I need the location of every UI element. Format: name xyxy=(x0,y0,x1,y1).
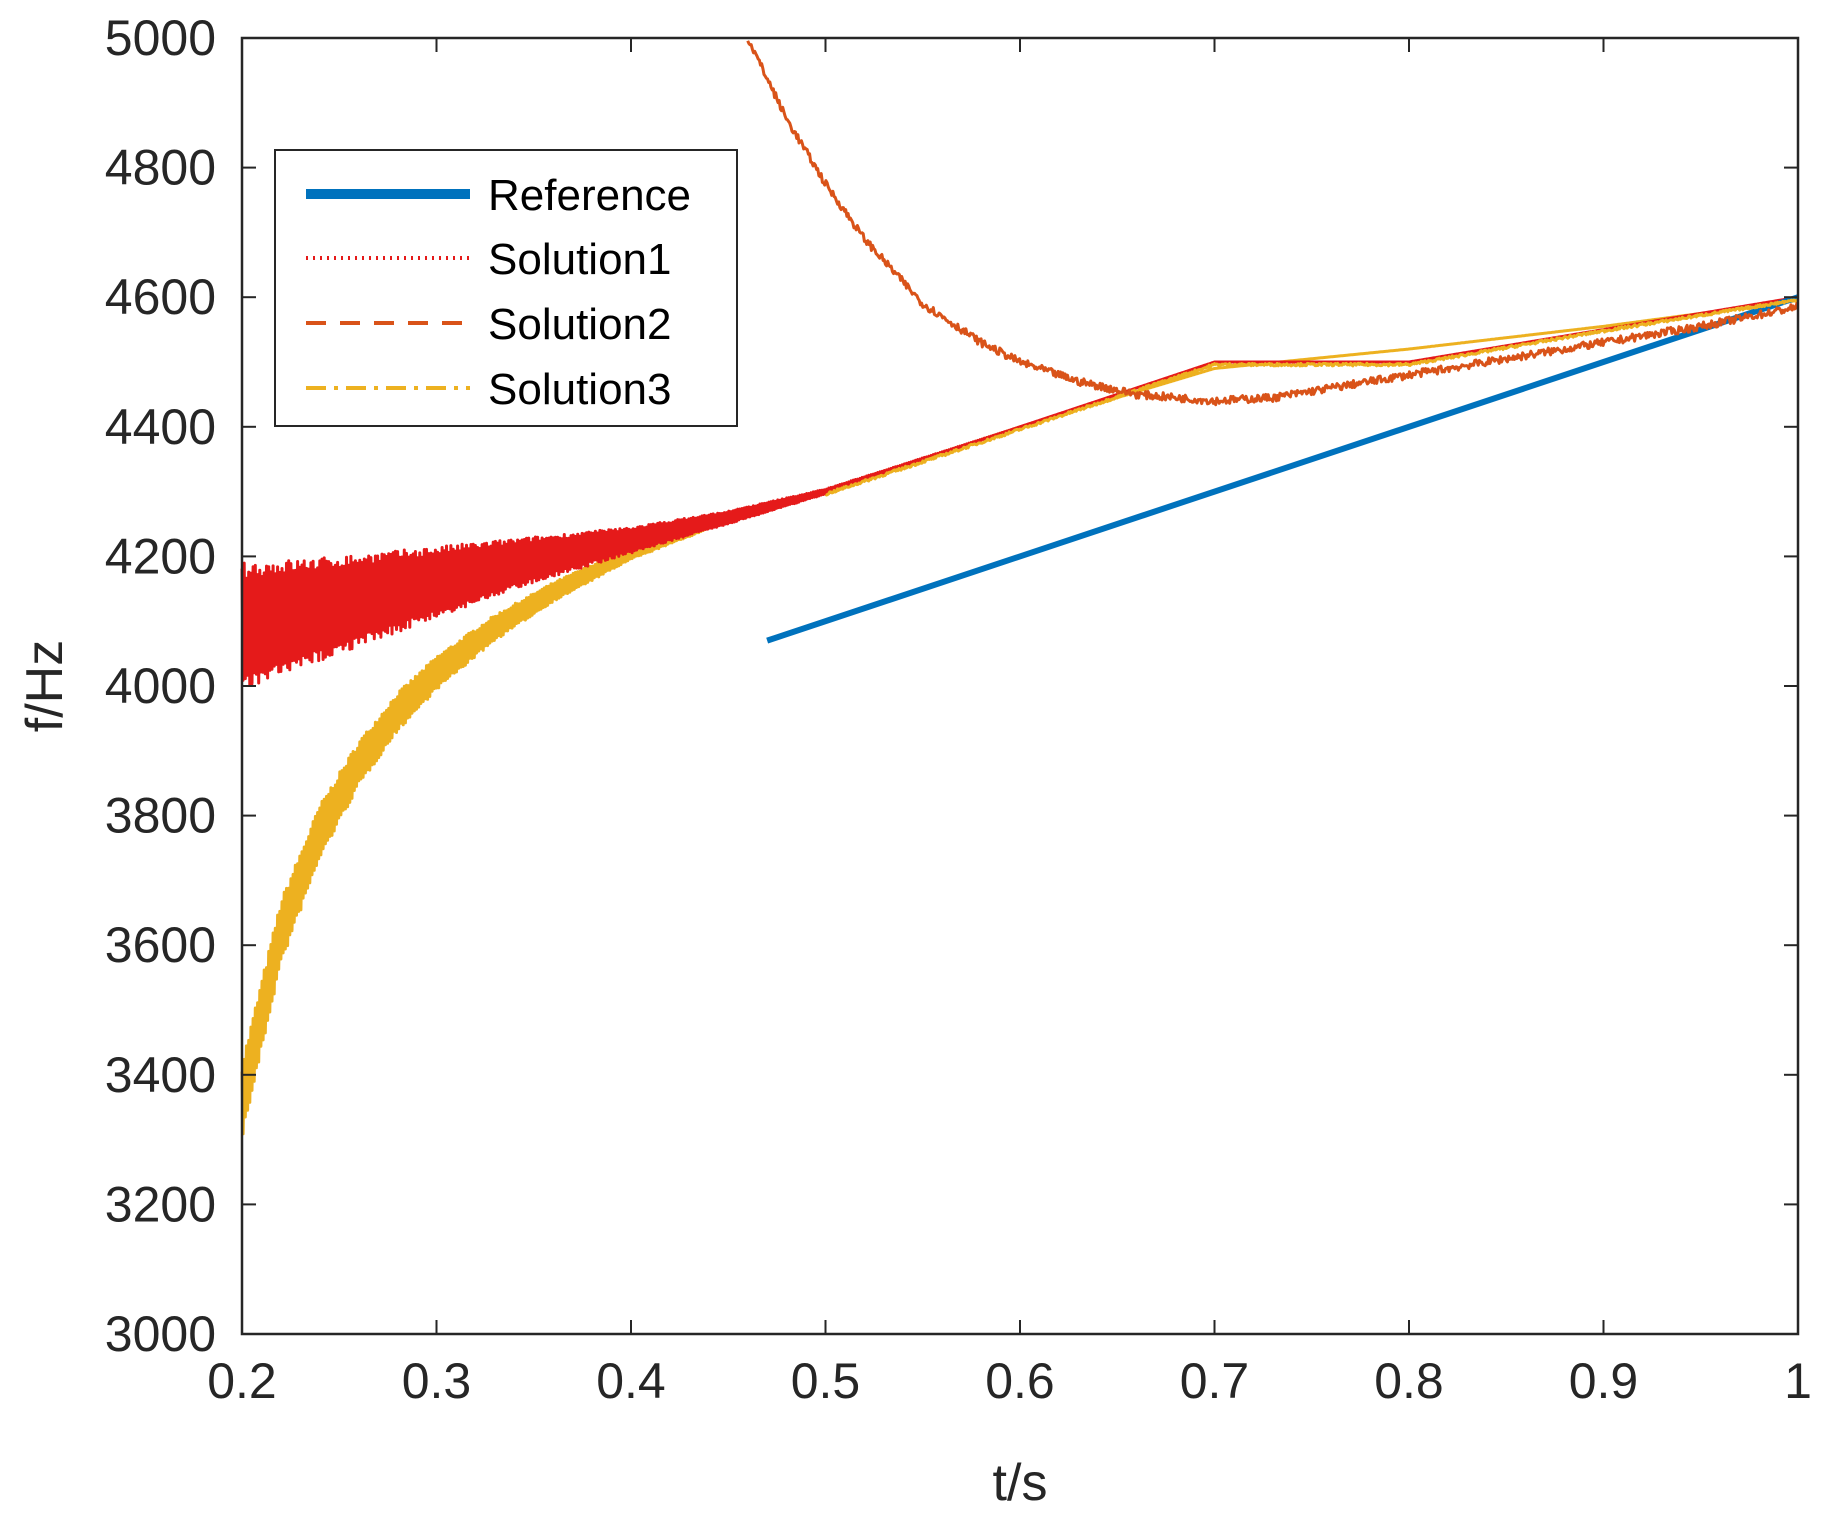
x-tick-label: 0.8 xyxy=(1374,1353,1444,1409)
y-tick-label: 4600 xyxy=(105,269,216,325)
x-tick-label: 0.4 xyxy=(596,1353,666,1409)
x-tick-label: 0.9 xyxy=(1569,1353,1639,1409)
x-tick-label: 0.5 xyxy=(791,1353,861,1409)
x-tick-label: 0.7 xyxy=(1180,1353,1250,1409)
y-tick-label: 5000 xyxy=(105,10,216,66)
y-tick-label: 3200 xyxy=(105,1176,216,1232)
legend-label-solution2: Solution2 xyxy=(488,300,671,349)
series-solution2-line xyxy=(746,40,1800,407)
legend-label-solution1: Solution1 xyxy=(488,235,671,284)
y-tick-label: 4200 xyxy=(105,528,216,584)
legend-label-reference: Reference xyxy=(488,171,691,220)
y-tick-label: 3400 xyxy=(105,1047,216,1103)
legend-label-solution3: Solution3 xyxy=(488,365,671,414)
x-tick-label: 0.6 xyxy=(985,1353,1055,1409)
y-tick-label: 4800 xyxy=(105,140,216,196)
x-axis-label: t/s xyxy=(993,1454,1048,1512)
x-tick-label: 0.2 xyxy=(207,1353,277,1409)
series-solution3-tail-line xyxy=(824,298,1800,497)
legend: Reference Solution1 Solution2 Solution3 xyxy=(274,149,738,427)
x-tick-label: 0.3 xyxy=(402,1353,472,1409)
series-layer xyxy=(240,40,1800,1136)
y-tick-label: 3600 xyxy=(105,917,216,973)
series-reference-line xyxy=(766,294,1799,644)
y-tick-label: 3000 xyxy=(105,1306,216,1362)
y-axis-label: f/Hz xyxy=(16,640,74,732)
y-tick-label: 4000 xyxy=(105,658,216,714)
y-tick-label: 4400 xyxy=(105,399,216,455)
y-tick-label: 3800 xyxy=(105,788,216,844)
x-tick-label: 1 xyxy=(1784,1353,1812,1409)
tick-layer: 0.2 0.3 0.4 0.5 0.6 0.7 0.8 0.9 1 3000 3200 3400 360… xyxy=(105,10,1812,1409)
